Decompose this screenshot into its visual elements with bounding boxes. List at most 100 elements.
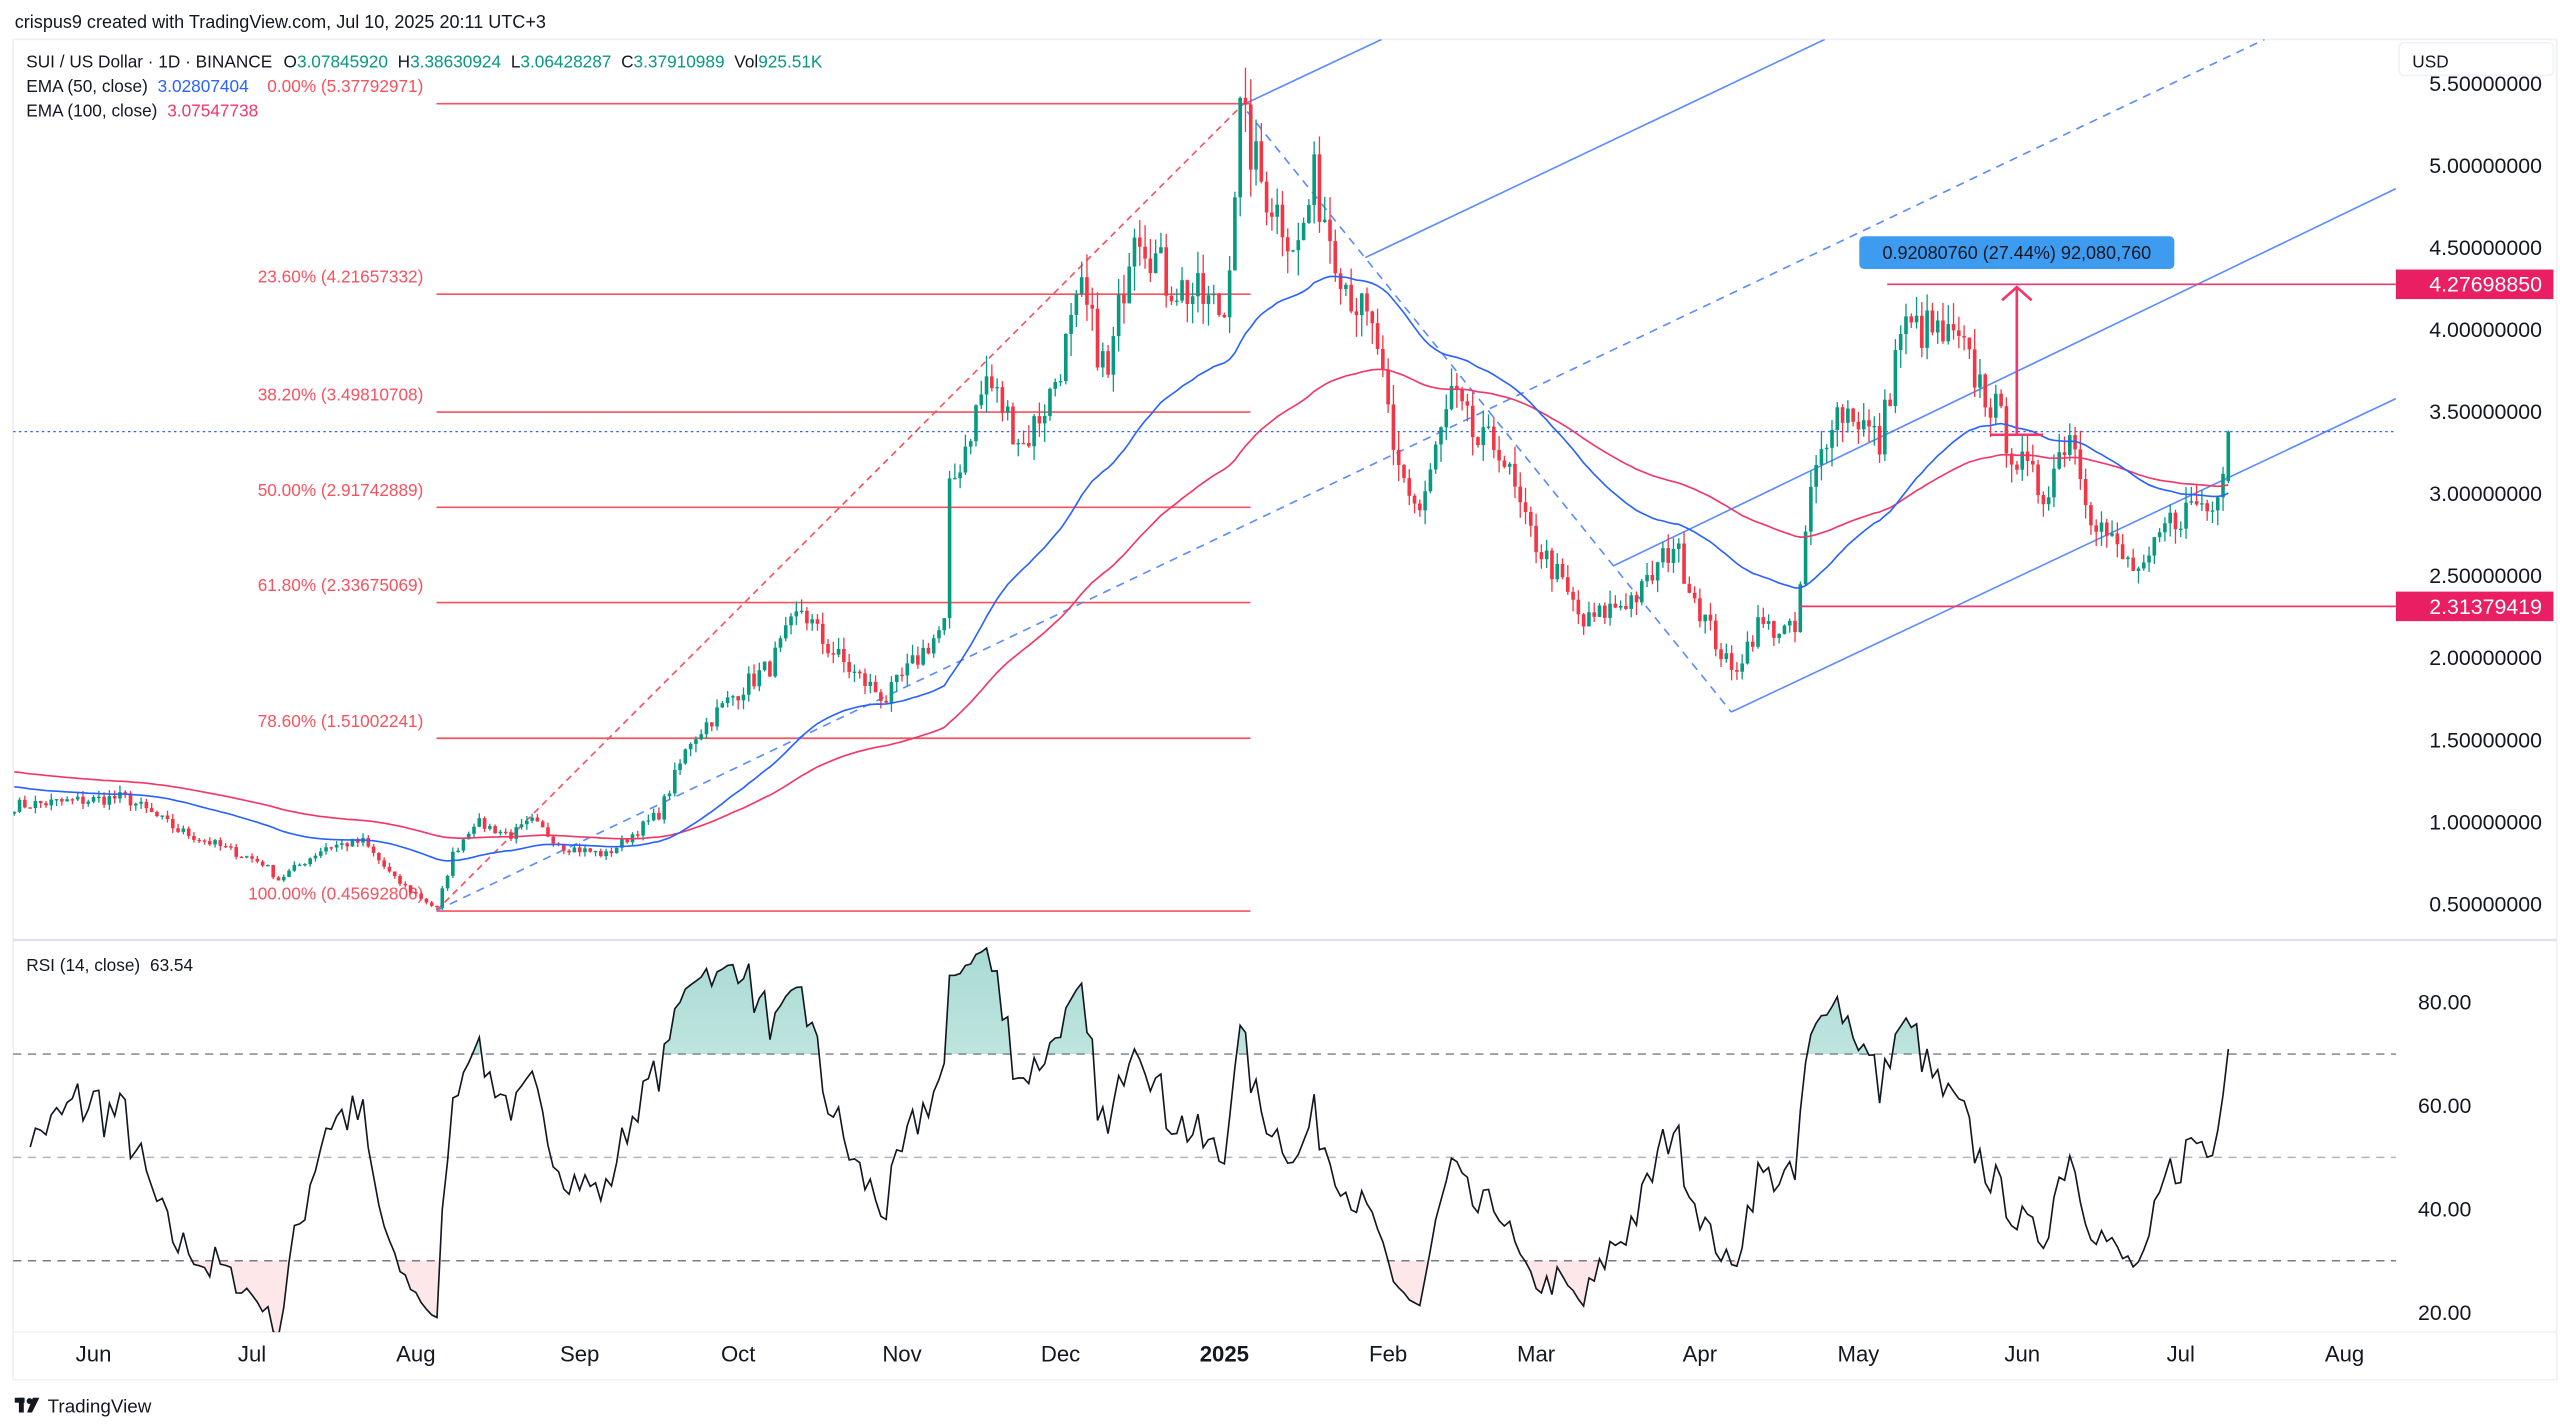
candle [672,769,677,794]
candle [2015,464,2019,470]
candle [2215,497,2220,511]
price-axis[interactable]: 5.50000000 5.00000000 4.50000000 4.00000000… [2429,72,2542,916]
candle [1803,531,1808,585]
candle [107,796,112,805]
rsi-pane[interactable]: RSI (14, close) 63.54 80.00 60.00 40.00 20.0… [13,946,2472,1336]
ema100-legend[interactable]: EMA (100, close) 3.07547738 [26,100,258,120]
candle [81,796,85,804]
ema-50-line[interactable] [14,275,2229,862]
candle [1396,449,1401,466]
rsi-line[interactable] [29,946,2230,1336]
symbol-title[interactable]: SUI / US Dollar · 1D · BINANCE [26,51,272,71]
candle [519,824,524,828]
candle [678,763,682,770]
ema-100-line[interactable] [14,368,2229,840]
candle [810,619,814,624]
candle [1386,369,1390,405]
candle [752,673,756,687]
candle [968,441,973,447]
candle [1772,621,1776,638]
candle [1259,141,1264,182]
pitchfork[interactable] [436,39,2396,912]
candle [2210,510,2215,512]
candle [1074,293,1079,315]
tradingview-logo[interactable]: TradingView [14,1396,152,1417]
candle [1846,408,1850,423]
time-axis[interactable]: Jun Jul Aug Sep Oct Nov Dec 2025 Feb Mar Apr May Jun… [76,1342,2365,1367]
candle [435,905,439,908]
fib-level-label: 0.00% (5.37792971) [267,76,423,96]
candle [1502,460,1507,467]
currency-box[interactable] [2398,41,2555,77]
main-pane[interactable]: 0.00% (5.37792971) 23.60% (4.21657332) 38.… [12,39,2396,912]
candle [1301,222,1306,241]
candle [1122,294,1126,304]
candle [1322,219,1327,222]
candle [192,836,196,840]
candle [287,870,291,877]
price-tick: 4.50000000 [2429,236,2542,260]
candle [440,888,445,908]
candle [1132,237,1137,267]
candle [1925,310,1929,348]
candle [271,865,276,878]
candle [857,671,862,674]
candle [514,827,519,839]
fibonacci-retracement[interactable]: 0.00% (5.37792971) 23.60% (4.21657332) 38.… [248,76,1251,912]
candle [593,850,598,853]
rsi-tick: 40.00 [2418,1197,2472,1221]
candle [894,674,899,683]
candle [2226,431,2231,481]
candle [905,663,910,676]
rsi-legend[interactable]: RSI (14, close) 63.54 [26,955,193,975]
legend: SUI / US Dollar · 1D · BINANCE O3.078459… [26,51,823,120]
time-tick: Aug [396,1342,435,1367]
price-tick: 1.50000000 [2429,728,2542,752]
candle [1354,311,1359,316]
fib-trend-line[interactable] [435,104,1243,912]
candle [1756,617,1760,647]
candle [419,893,423,899]
candle [60,799,64,802]
candle [1745,641,1750,664]
candle [451,851,455,876]
candle [2057,452,2062,469]
candle [1687,583,1692,593]
candle [334,844,339,848]
candle [1460,389,1464,402]
candle [33,801,38,809]
candle [916,655,920,665]
tradingview-logo-icon [14,1397,40,1413]
pitchfork-lower-inner-line [1612,187,2396,567]
candle [1740,663,1744,672]
candle [1840,407,1845,423]
candle [1381,348,1385,370]
candle [229,846,233,848]
candle [2041,495,2046,505]
candle [1565,577,1570,592]
candle [408,885,413,893]
candle [1613,603,1618,608]
ema50-legend[interactable]: EMA (50, close) 3.02807404 [26,76,249,96]
candle [1893,350,1898,406]
candle [1048,388,1052,416]
candle [1809,486,1813,532]
price-range-measure[interactable]: 0.92080760 (27.44%) 92,080,760 [1859,236,2175,436]
time-tick: Apr [1683,1342,1717,1367]
candle [329,847,334,849]
candle [1861,420,1866,430]
rsi-axis[interactable]: 80.00 60.00 40.00 20.00 [2418,991,2472,1325]
candle [97,796,101,798]
candle [937,630,941,639]
candle [799,610,804,613]
low-value: 3.06428287 [520,51,611,71]
candle [1877,426,1882,455]
fib-level-label: 78.60% (1.51002241) [258,711,424,731]
candle [1307,205,1311,223]
candle [1254,141,1258,170]
candle [2083,479,2088,506]
candle [1164,247,1169,296]
candle [1169,295,1174,302]
candle [1581,614,1586,627]
